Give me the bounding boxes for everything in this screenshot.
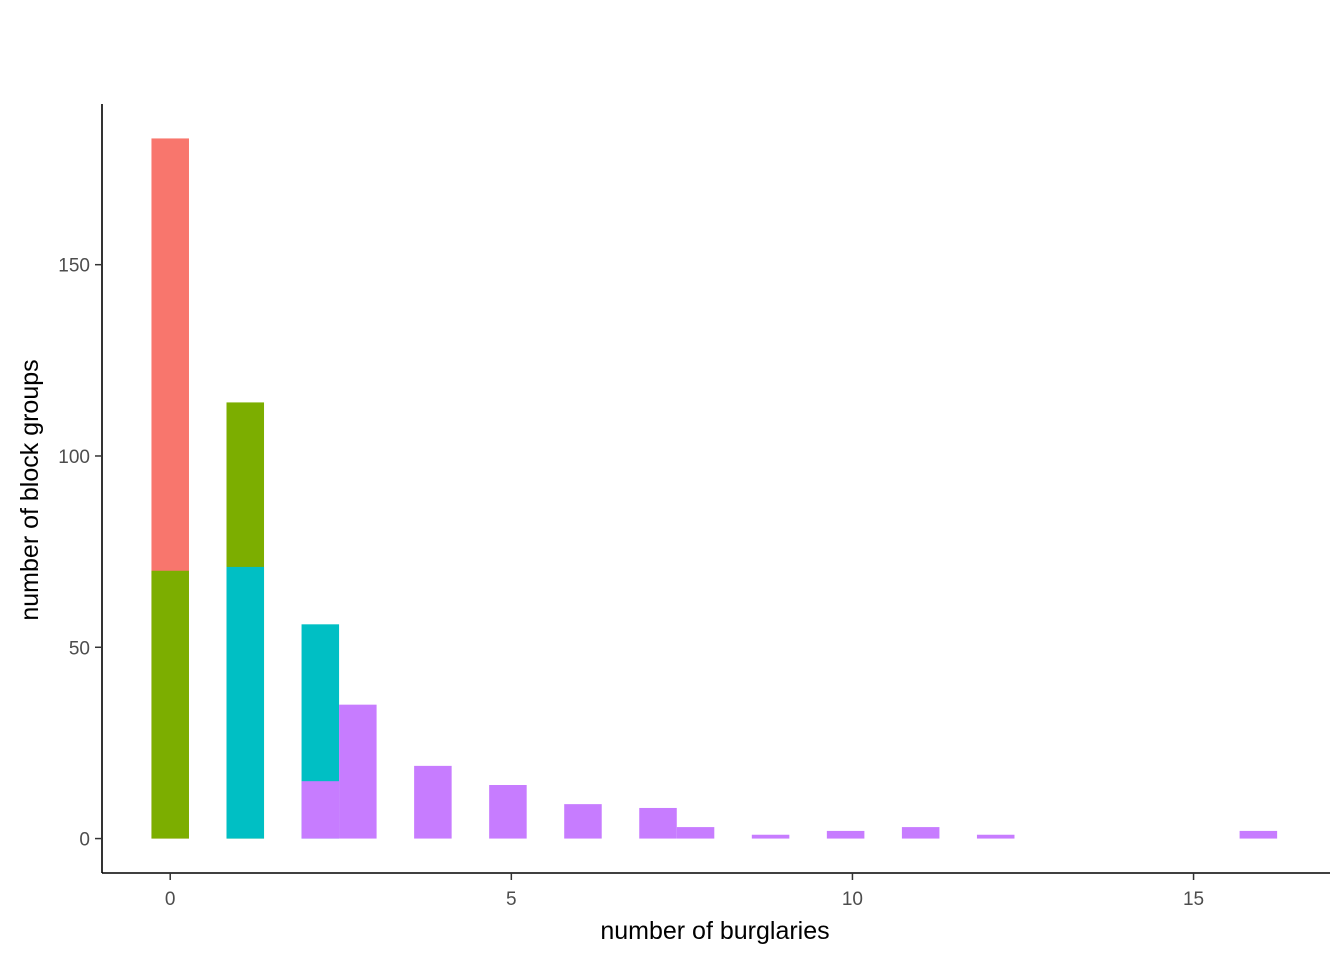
x-tick-label: 10 [842,889,863,910]
histogram-bar [151,570,189,839]
bars-layer [151,138,1278,839]
x-tick-label: 15 [1183,889,1204,910]
y-axis-ticks: 0 50 100 150 [58,256,102,851]
y-tick-label: 150 [58,256,90,277]
x-tick-label: 5 [506,889,517,910]
y-tick-label: 100 [58,447,90,468]
histogram-bar [414,765,452,839]
histogram-bar [489,785,527,839]
histogram-bar [826,830,865,839]
histogram-bar [564,804,602,839]
y-tick-label: 50 [69,638,90,659]
x-tick-label: 0 [165,889,176,910]
histogram-bar [976,834,1015,839]
histogram-bar [901,827,940,839]
histogram-bar [339,704,377,839]
histogram-bar [226,566,265,839]
histogram-bar [639,807,677,839]
x-axis-ticks: 0 5 10 15 [165,873,1204,910]
x-axis-title: number of burglaries [600,917,829,945]
y-axis-title: number of block groups [16,359,44,620]
histogram-bar [301,781,340,839]
histogram-bar [1239,830,1278,839]
histogram-bar [676,827,715,839]
histogram-bar [751,834,790,839]
y-tick-label: 0 [79,830,90,851]
